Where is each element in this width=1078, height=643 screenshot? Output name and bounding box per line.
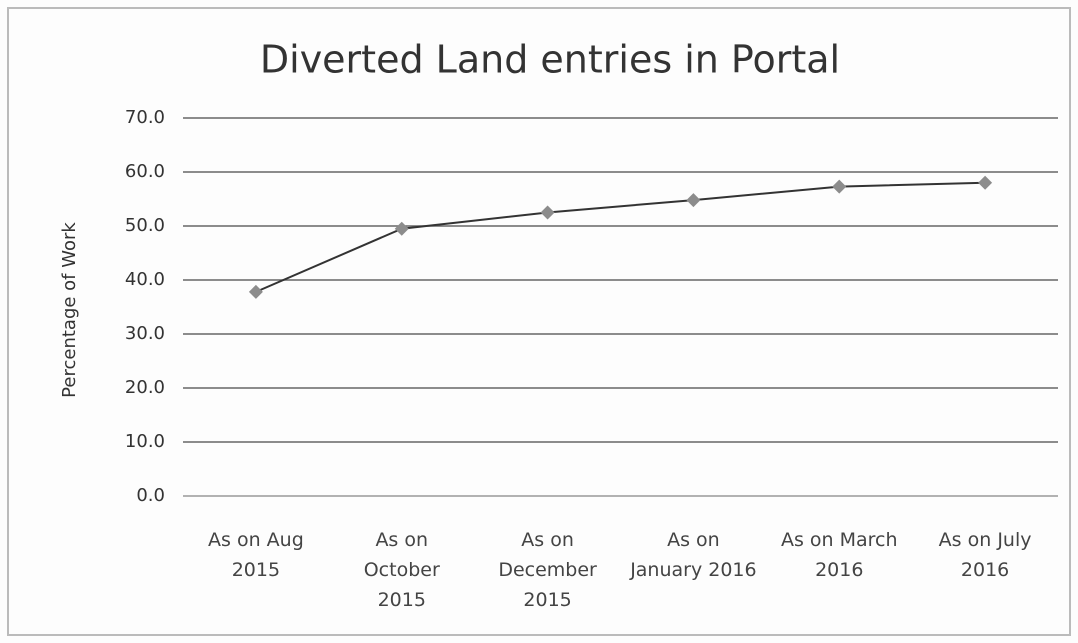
x-tick-label: As on March 2016 — [780, 529, 898, 581]
marker — [832, 179, 847, 194]
chart-border — [7, 7, 1071, 636]
x-tick-label: As on October 2015 — [363, 529, 440, 611]
y-tick-label: 70.0 — [125, 107, 165, 128]
marker — [686, 193, 701, 208]
y-tick-label: 30.0 — [125, 323, 165, 344]
y-tick-label: 40.0 — [125, 269, 165, 290]
x-tick-label: As on January 2016 — [630, 529, 757, 581]
chart-title: Diverted Land entries in Portal — [260, 38, 840, 82]
y-tick-label: 20.0 — [125, 377, 165, 398]
x-tick-label: As on December 2015 — [498, 529, 597, 611]
line — [255, 181, 986, 293]
marker — [978, 175, 993, 190]
y-tick-label: 0.0 — [136, 485, 165, 506]
marker — [540, 205, 555, 220]
x-tick-label: As on July 2016 — [938, 529, 1032, 581]
marker — [394, 221, 409, 236]
marker — [248, 284, 263, 299]
y-axis-label: Percentage of Work — [59, 222, 80, 398]
y-tick-label: 50.0 — [125, 215, 165, 236]
y-tick-label: 60.0 — [125, 161, 165, 182]
y-tick-label: 10.0 — [125, 431, 165, 452]
x-tick-label: As on Aug 2015 — [208, 529, 304, 581]
